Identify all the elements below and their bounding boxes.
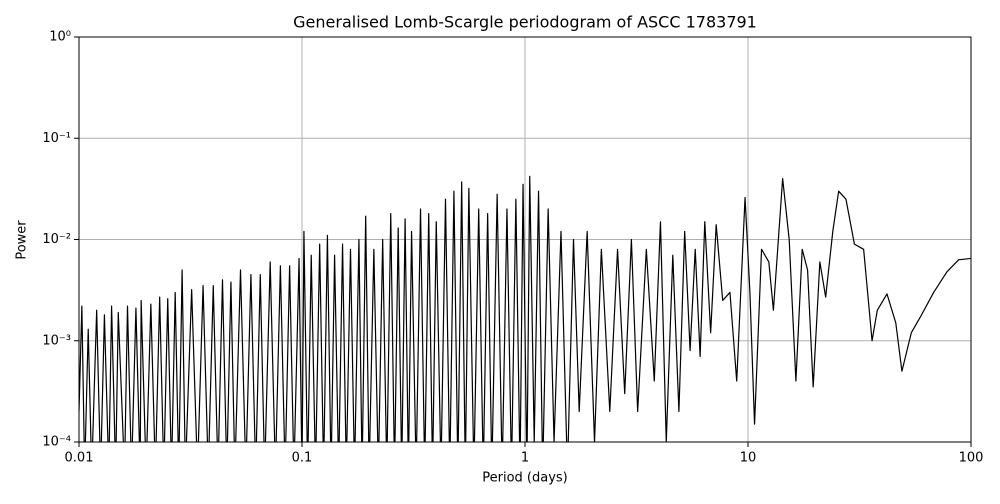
periodogram-line xyxy=(79,175,971,442)
plot-area xyxy=(79,175,971,442)
x-tick-label: 10 xyxy=(740,451,757,466)
y-tick-label: 10⁻² xyxy=(42,232,71,247)
x-axis-label: Period (days) xyxy=(482,471,568,486)
chart-title: Generalised Lomb-Scargle periodogram of … xyxy=(293,13,757,32)
y-tick-label: 10⁻¹ xyxy=(42,131,71,146)
x-tick-label: 1 xyxy=(521,451,529,466)
x-tick-label: 100 xyxy=(959,451,984,466)
x-tick-label: 0.1 xyxy=(292,451,313,466)
y-tick-label: 10⁻³ xyxy=(42,333,71,348)
y-tick-label: 10⁻⁴ xyxy=(42,435,71,450)
y-tick-label: 10⁰ xyxy=(49,30,71,45)
x-tick-label: 0.01 xyxy=(65,451,94,466)
y-axis-label: Power xyxy=(15,220,30,260)
